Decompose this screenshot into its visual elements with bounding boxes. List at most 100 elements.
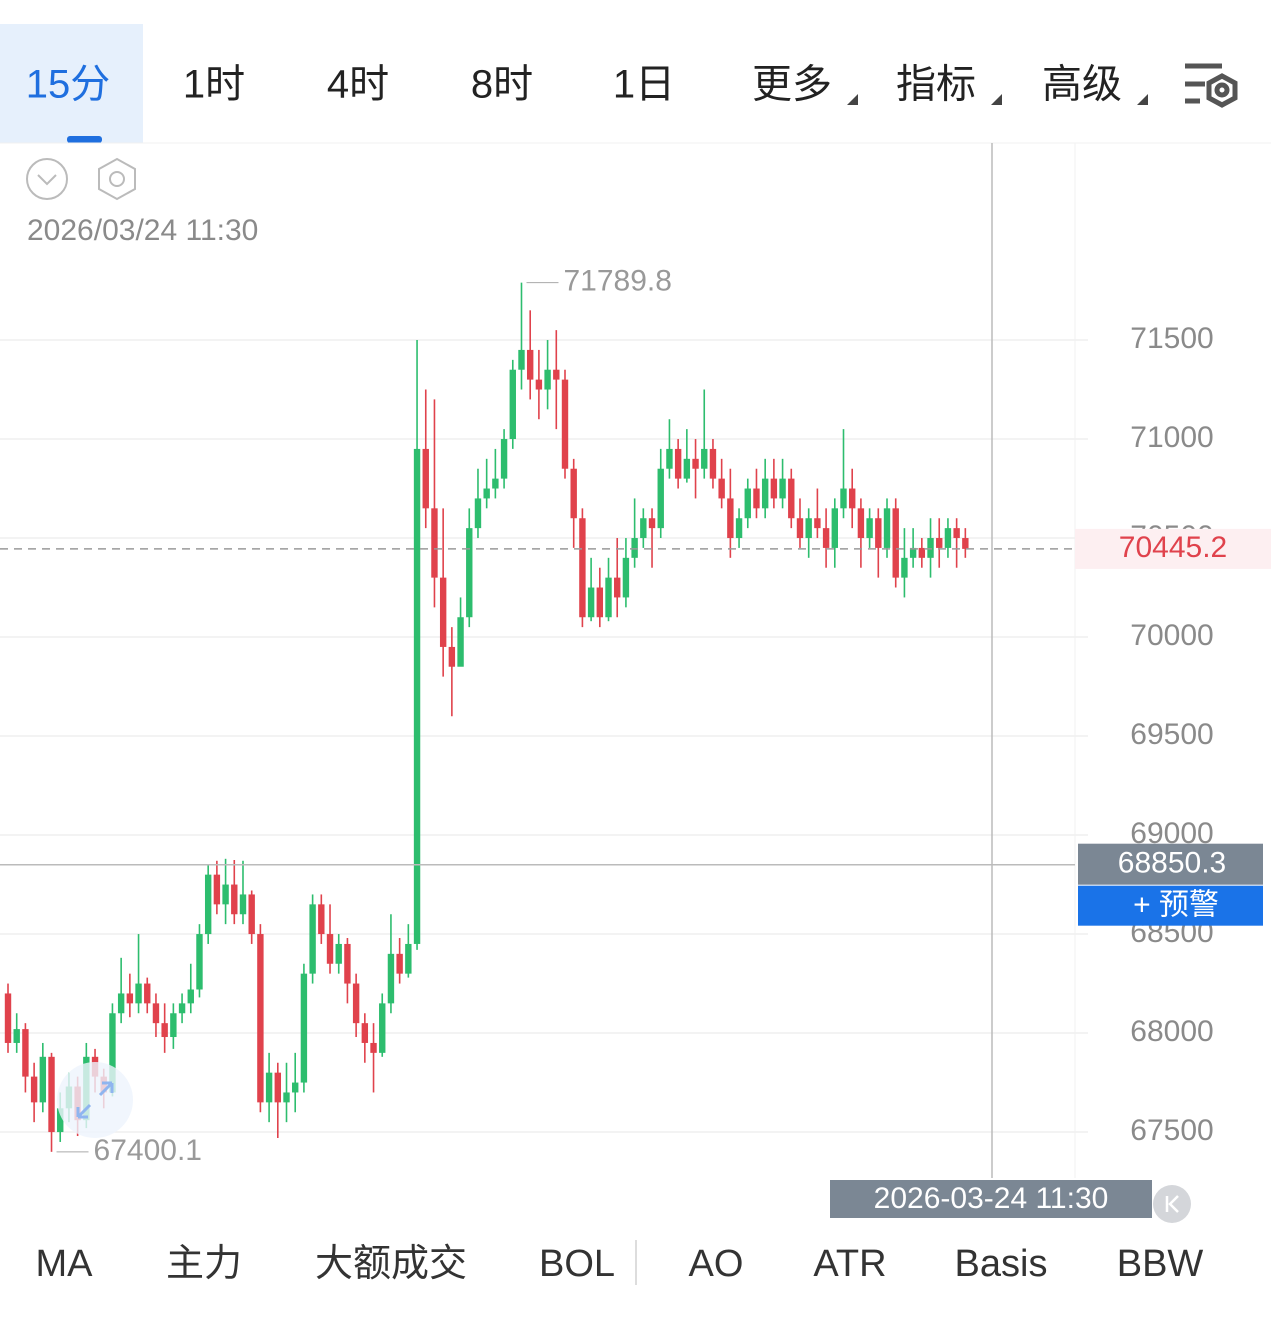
candle-body [814, 518, 821, 529]
candle-body [300, 973, 308, 1083]
expand-icon [76, 1081, 114, 1119]
candle-body [492, 478, 499, 489]
tab[interactable]: 1时 [183, 63, 245, 107]
candle-body [30, 1076, 38, 1103]
candle-body [544, 369, 551, 390]
y-tick-label: 68000 [1130, 1015, 1213, 1048]
header-time: 2026/03/24 11:30 [27, 214, 258, 247]
y-tick-label: 71500 [1130, 322, 1213, 355]
candle-body [466, 528, 473, 618]
indicator-tab[interactable]: BOL [539, 1243, 615, 1285]
tab[interactable]: 高级 [1042, 63, 1122, 107]
candle-body [727, 498, 734, 539]
indicator-tab[interactable]: BBW [1117, 1243, 1204, 1285]
candle-body [48, 1056, 55, 1133]
candle-body [248, 894, 255, 935]
tab[interactable]: 1日 [613, 63, 675, 107]
candle-body [405, 943, 412, 974]
candle-body [213, 874, 221, 905]
indicator-tab[interactable]: 大额成交 [315, 1243, 467, 1285]
candle-body [883, 508, 891, 548]
alert-button[interactable]: + 预警 [1133, 889, 1219, 922]
candle-body [117, 993, 125, 1014]
dropdown-caret [847, 94, 858, 105]
tab[interactable]: 指标 [896, 63, 976, 107]
tab[interactable]: 更多 [752, 63, 832, 107]
candle-body [231, 884, 238, 915]
candle-body [457, 617, 464, 667]
candle-body [448, 646, 456, 667]
candle-body [431, 508, 438, 578]
candle-body [570, 468, 577, 519]
expand-button[interactable] [57, 1062, 133, 1138]
high-label: 71789.8 [563, 265, 671, 298]
candle-body [187, 989, 194, 1004]
candle-body [718, 478, 725, 499]
candle-body [936, 538, 943, 548]
candle-body [274, 1072, 282, 1103]
candle-body [744, 488, 751, 519]
alert-button-bg[interactable] [1078, 885, 1263, 926]
dropdown-caret [991, 94, 1002, 105]
candle-body [387, 953, 395, 1004]
candle-body [666, 448, 673, 469]
active-tab-indicator [67, 136, 102, 143]
indicator-tab[interactable]: Basis [955, 1243, 1048, 1285]
indicator-tab[interactable]: AO [689, 1243, 744, 1285]
candle-body [761, 478, 769, 509]
indicator-tab[interactable]: MA [36, 1243, 94, 1285]
crosshair-time-bg [830, 1180, 1152, 1218]
last-price-bg [1075, 528, 1271, 569]
candle-body [326, 934, 334, 964]
candle-body [161, 1023, 168, 1038]
candle-body [144, 983, 151, 1004]
y-tick-label: 69500 [1130, 718, 1213, 751]
candle-body [335, 943, 342, 964]
crosshair-price-bg [1078, 843, 1263, 885]
candle-body [701, 448, 708, 469]
candle-body [822, 528, 830, 548]
candle-body [892, 508, 899, 578]
candle-body [579, 518, 586, 618]
candle-body [735, 518, 743, 539]
y-tick-label: 67500 [1130, 1114, 1213, 1147]
collapse-chevron [37, 174, 57, 186]
low-label: 67400.1 [94, 1134, 202, 1167]
candle-body [222, 884, 229, 905]
candle-body [283, 1092, 290, 1103]
candle-body [526, 349, 534, 380]
y-tick-label: 70000 [1130, 619, 1213, 652]
indicator-tab[interactable]: 主力 [166, 1243, 242, 1285]
candle-body [535, 379, 543, 390]
candle-body [292, 1082, 299, 1093]
last-price-label: 70445.2 [1119, 531, 1227, 564]
candle-body [22, 1029, 29, 1077]
candle-body [849, 488, 856, 509]
indicator-tab[interactable]: ATR [813, 1243, 886, 1285]
collapse-icon[interactable] [26, 158, 68, 200]
candle-body [909, 547, 917, 558]
candle-body [265, 1072, 273, 1103]
candle-body [648, 518, 656, 529]
tab[interactable]: 15分 [26, 63, 111, 107]
candle-body [857, 508, 865, 539]
tab[interactable]: 8时 [471, 63, 533, 107]
candle-body [500, 439, 508, 479]
settings-hex[interactable] [98, 157, 136, 201]
candle-body [779, 478, 786, 499]
candle-body [57, 1108, 64, 1133]
candle-body [622, 557, 630, 598]
candle-body [196, 934, 203, 990]
candle-body [866, 518, 873, 539]
candle-body [344, 943, 351, 984]
settings-icon[interactable] [1185, 63, 1238, 108]
candle-body [788, 478, 795, 519]
candle-body [257, 934, 264, 1103]
candle-body [170, 1013, 177, 1038]
candle-body [657, 468, 664, 529]
candle-body [474, 498, 482, 529]
tab[interactable]: 4时 [327, 63, 389, 107]
candle-body [239, 894, 247, 915]
scroll-end-button[interactable] [1153, 1185, 1191, 1223]
